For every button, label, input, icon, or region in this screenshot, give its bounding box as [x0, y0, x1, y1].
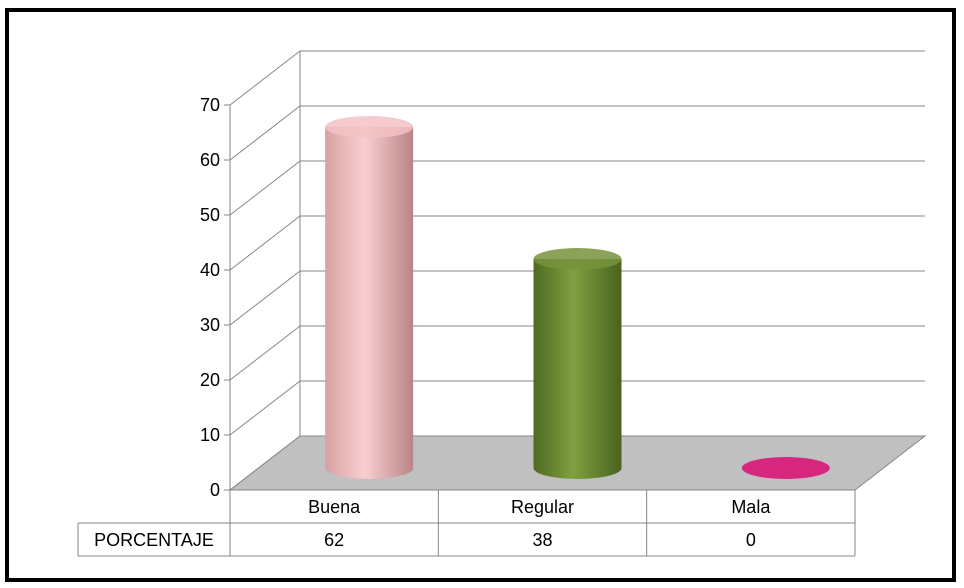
gridline-side: [229, 160, 301, 216]
category-label: Regular: [511, 497, 574, 517]
y-tick-label: 70: [200, 95, 220, 115]
y-axis: 0 10 20 30 40 50 60 70: [200, 95, 231, 500]
y-tick-label: 60: [200, 150, 220, 170]
y-tick-label: 20: [200, 370, 220, 390]
gridline-side: [229, 270, 301, 326]
bar-regular: [533, 248, 622, 479]
category-label: Mala: [731, 497, 771, 517]
table-cell-value: 62: [324, 530, 344, 550]
bars: [325, 116, 830, 479]
bar-mala: [741, 457, 830, 479]
table-cell-value: 0: [746, 530, 756, 550]
bar-body: [325, 127, 414, 479]
y-tick-label: 30: [200, 315, 220, 335]
bar-buena: [325, 116, 414, 479]
bar-top: [741, 457, 830, 479]
gridline-side: [229, 105, 301, 161]
bar-top: [533, 248, 622, 270]
y-tick-label: 40: [200, 260, 220, 280]
table-row-label: PORCENTAJE: [94, 530, 214, 550]
y-tick-label: 50: [200, 205, 220, 225]
gridline-side: [229, 325, 301, 381]
bar-top: [325, 116, 414, 138]
category-label: Buena: [308, 497, 361, 517]
y-tick-label: 0: [210, 480, 220, 500]
bar-body: [533, 259, 622, 479]
data-table: Buena Regular Mala PORCENTAJE 62 38 0: [77, 489, 856, 557]
gridline-side: [229, 50, 301, 106]
table-cell-value: 38: [532, 530, 552, 550]
y-tick-label: 10: [200, 425, 220, 445]
gridline-side: [229, 215, 301, 271]
gridline-side: [229, 380, 301, 436]
